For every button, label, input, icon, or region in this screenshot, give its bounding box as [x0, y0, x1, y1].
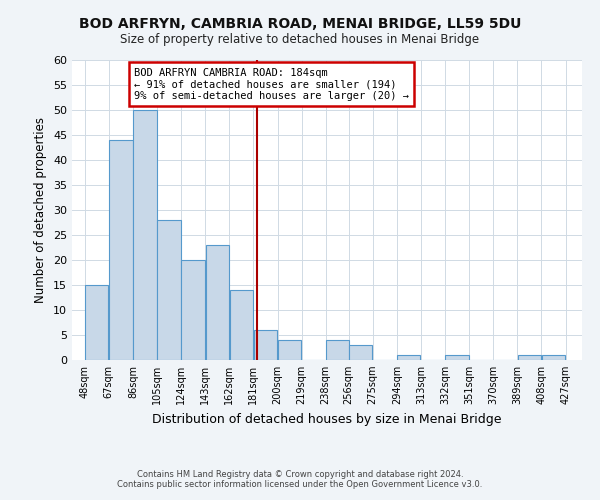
Bar	[133, 110, 157, 360]
Text: BOD ARFRYN CAMBRIA ROAD: 184sqm
← 91% of detached houses are smaller (194)
9% of: BOD ARFRYN CAMBRIA ROAD: 184sqm ← 91% of…	[134, 68, 409, 100]
X-axis label: Distribution of detached houses by size in Menai Bridge: Distribution of detached houses by size …	[152, 412, 502, 426]
Bar	[326, 340, 349, 360]
Bar	[518, 355, 541, 360]
Bar	[109, 140, 133, 360]
Y-axis label: Number of detached properties: Number of detached properties	[34, 117, 47, 303]
Text: BOD ARFRYN, CAMBRIA ROAD, MENAI BRIDGE, LL59 5DU: BOD ARFRYN, CAMBRIA ROAD, MENAI BRIDGE, …	[79, 18, 521, 32]
Bar	[181, 260, 205, 360]
Bar	[230, 290, 253, 360]
Bar	[278, 340, 301, 360]
Bar	[349, 345, 372, 360]
Bar	[542, 355, 565, 360]
Text: Size of property relative to detached houses in Menai Bridge: Size of property relative to detached ho…	[121, 32, 479, 46]
Bar	[157, 220, 181, 360]
Bar	[85, 285, 109, 360]
Bar	[206, 245, 229, 360]
Text: Contains HM Land Registry data © Crown copyright and database right 2024.
Contai: Contains HM Land Registry data © Crown c…	[118, 470, 482, 489]
Bar	[397, 355, 421, 360]
Bar	[445, 355, 469, 360]
Bar	[254, 330, 277, 360]
